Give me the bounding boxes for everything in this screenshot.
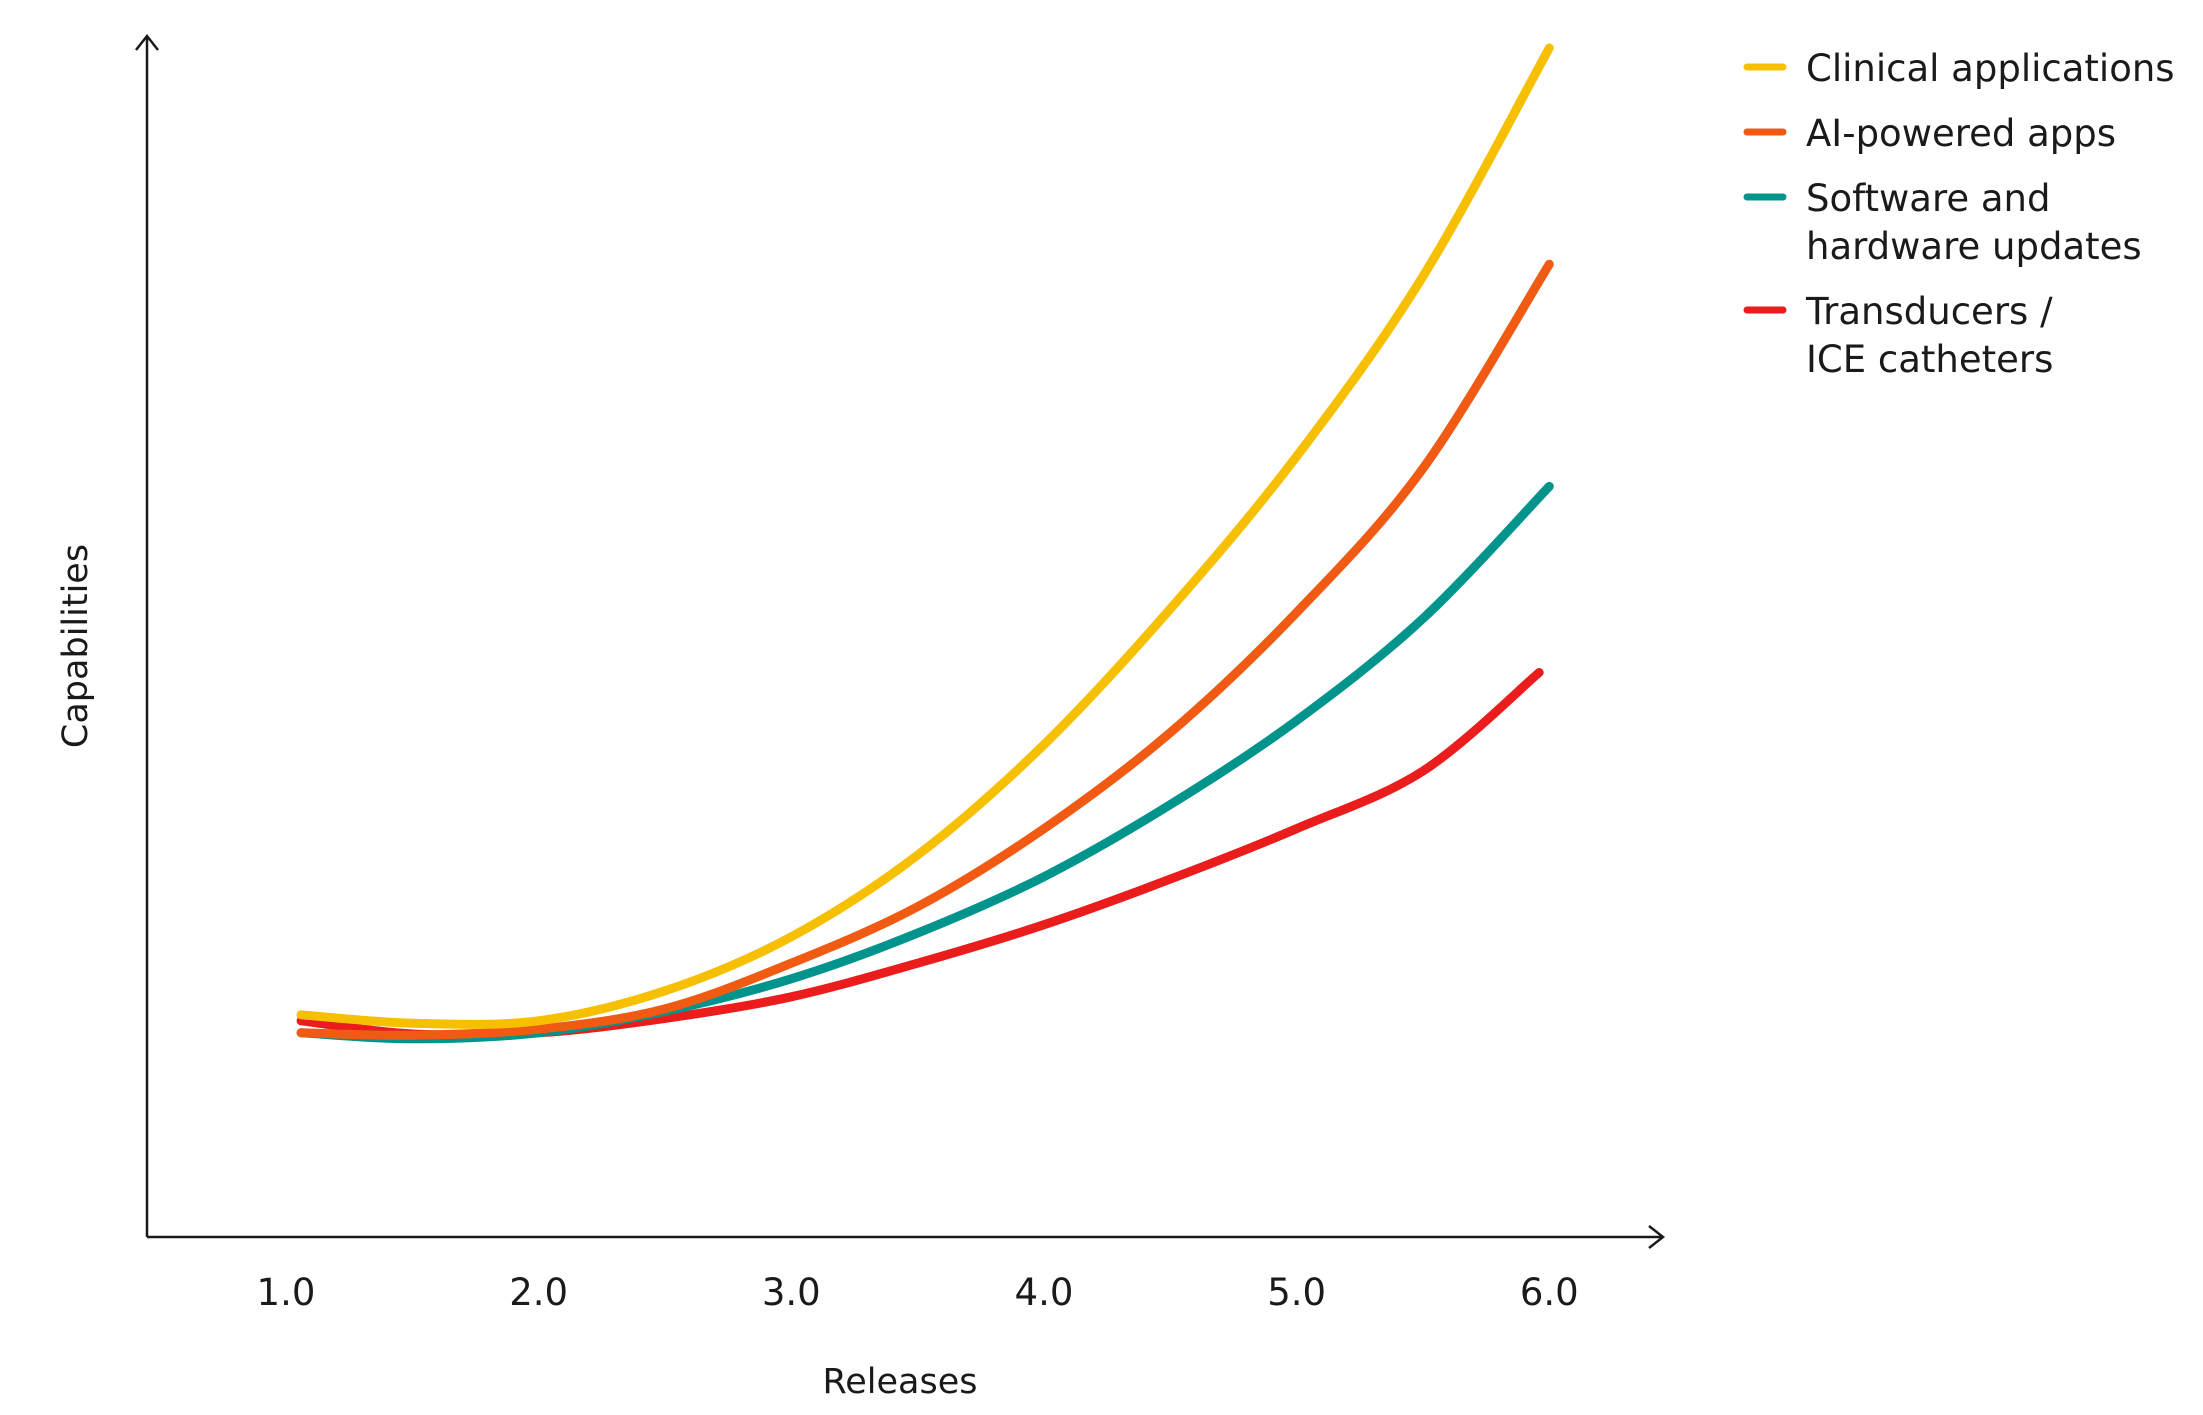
legend-label: Software and bbox=[1806, 177, 2050, 220]
x-tick-label: 1.0 bbox=[257, 1271, 316, 1314]
legend-item: AI-powered apps bbox=[1743, 112, 2116, 155]
legend-label: Clinical applications bbox=[1806, 47, 2175, 90]
y-axis-arrowhead bbox=[135, 33, 159, 51]
series-line-ai-powered-apps bbox=[296, 259, 1554, 1040]
x-axis-title: Releases bbox=[823, 1362, 978, 1402]
x-tick-label: 5.0 bbox=[1267, 1271, 1326, 1314]
x-tick-labels: 1.0 2.0 3.0 4.0 5.0 6.0 bbox=[257, 1271, 1579, 1314]
legend-label: hardware updates bbox=[1806, 225, 2142, 268]
x-axis-arrowhead bbox=[1648, 1225, 1666, 1249]
legend-item: Clinical applications bbox=[1743, 47, 2175, 90]
series-line-clinical-applications bbox=[296, 43, 1554, 1029]
legend: Clinical applications AI-powered apps Soft… bbox=[1743, 47, 2175, 381]
legend-item: Software and hardware updates bbox=[1743, 177, 2142, 268]
x-tick-label: 3.0 bbox=[762, 1271, 821, 1314]
axes bbox=[135, 33, 1666, 1249]
legend-label: ICE catheters bbox=[1806, 338, 2053, 381]
legend-label: AI-powered apps bbox=[1806, 112, 2116, 155]
series-line-software-and-hardware-updates bbox=[296, 481, 1554, 1044]
legend-label: Transducers / bbox=[1805, 290, 2053, 333]
x-tick-label: 4.0 bbox=[1015, 1271, 1074, 1314]
series-lines bbox=[296, 43, 1554, 1044]
x-tick-label: 2.0 bbox=[509, 1271, 568, 1314]
y-axis-title: Capabilities bbox=[56, 544, 96, 748]
x-tick-label: 6.0 bbox=[1520, 1271, 1579, 1314]
legend-item: Transducers / ICE catheters bbox=[1743, 290, 2053, 381]
